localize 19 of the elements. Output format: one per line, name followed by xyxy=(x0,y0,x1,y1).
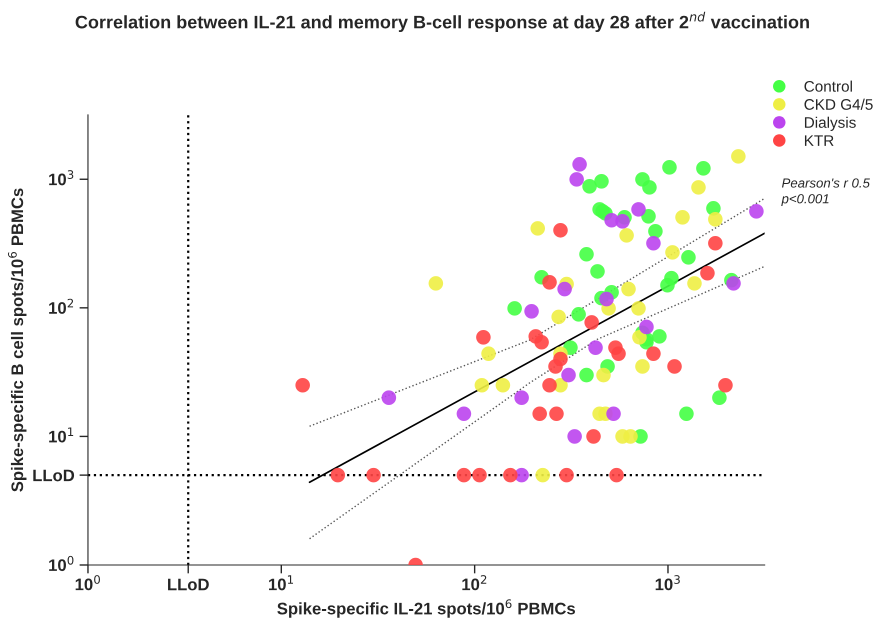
y-tick-label: 10$^{3}$ xyxy=(49,170,74,186)
text: p<0.001 xyxy=(781,194,829,206)
text: Pearson's r 0.5 xyxy=(782,178,870,188)
y-tick-label: LLoD xyxy=(33,470,74,482)
y-tick-label: 10$^{0}$ xyxy=(49,556,74,572)
legend-label: Dialysis xyxy=(804,116,856,131)
legend-label: CKD G4/5 xyxy=(804,98,873,110)
x-tick-label: LLoD xyxy=(168,578,209,590)
y-tick-label: 10$^{2}$ xyxy=(49,298,74,314)
x-tick-label: 10$^{0}$ xyxy=(76,575,100,590)
legend-label: KTR xyxy=(804,135,834,146)
x-tick-label: 10$^{1}$ xyxy=(269,575,294,590)
chart-title: Correlation between IL-21 and memory B-cell response at day 28 after 2$^{nd}$ vaccination xyxy=(76,12,809,32)
x-tick-label: 10$^{2}$ xyxy=(462,575,486,590)
x-tick-label: 10$^{3}$ xyxy=(656,575,680,590)
y-axis-title: Spike-specific B cell spots/10$^{6}$ PBMCs xyxy=(8,188,26,492)
legend-label: Control xyxy=(804,80,852,92)
x-axis-title: Spike-specific IL-21 spots/10$^{6}$ PBMCs xyxy=(277,599,575,618)
y-tick-label: 10$^{1}$ xyxy=(49,427,74,443)
